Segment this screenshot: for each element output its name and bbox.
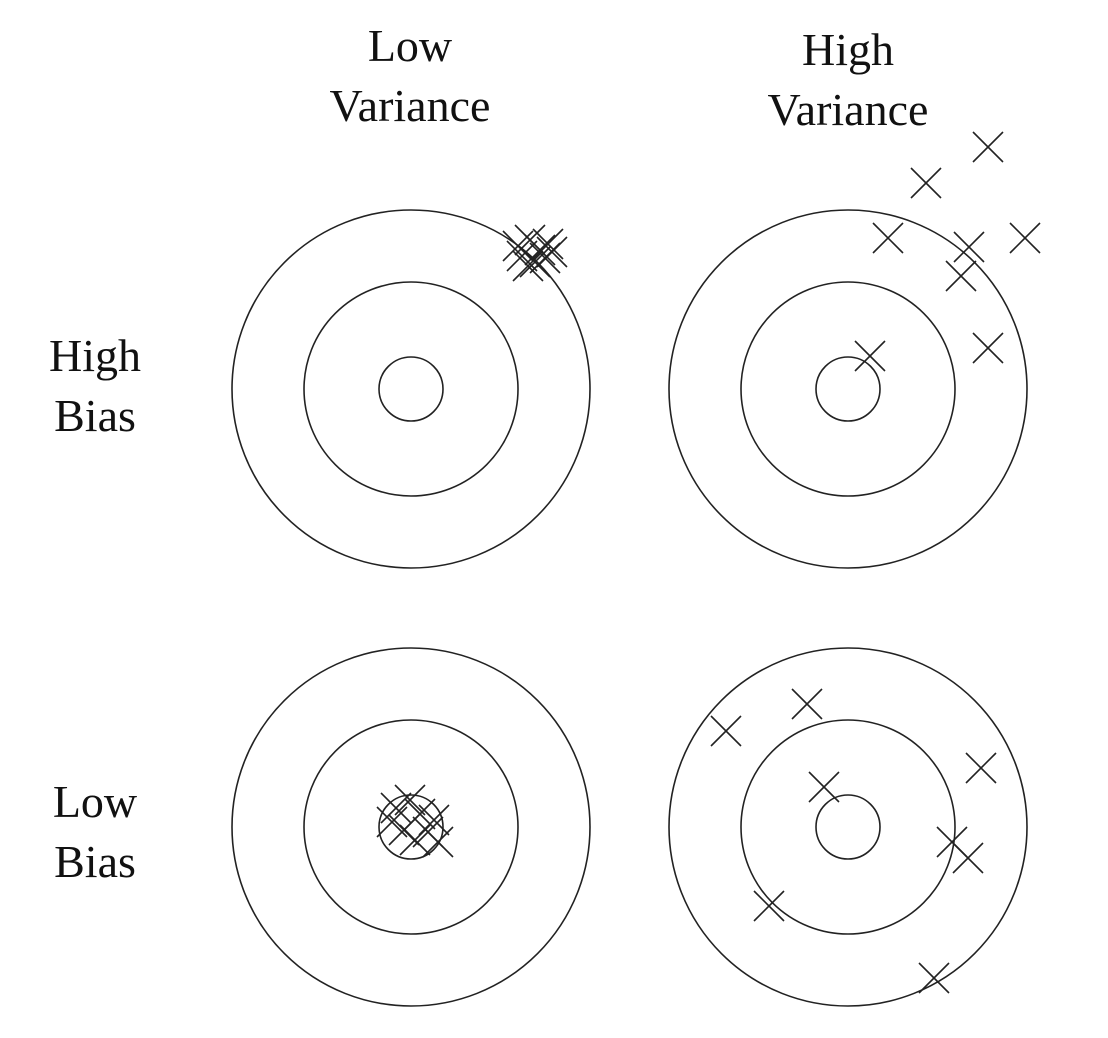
column-header-low-variance-line1: Low — [367, 20, 453, 71]
column-header-low-variance: Low Variance — [300, 16, 520, 136]
outer-ring — [668, 647, 1028, 1007]
cross-mark-icon — [953, 231, 985, 263]
row-header-low-bias-line2: Bias — [54, 836, 136, 887]
cross-mark-icon — [753, 890, 785, 922]
row-header-low-bias: Low Bias — [10, 772, 180, 892]
column-header-high-variance-line1: High — [802, 24, 894, 75]
cross-mark-icon — [422, 826, 454, 858]
middle-ring — [303, 719, 519, 935]
bullseye — [815, 356, 881, 422]
target-high-variance-low-bias — [668, 647, 1028, 1007]
cross-mark-icon — [910, 167, 942, 199]
cross-mark-icon — [972, 332, 1004, 364]
cross-mark-icon — [380, 792, 412, 824]
cross-mark-icon — [418, 804, 450, 836]
row-header-high-bias: High Bias — [10, 326, 180, 446]
cross-mark-icon — [965, 752, 997, 784]
cross-mark-icon — [532, 228, 564, 260]
bullseye — [815, 794, 881, 860]
row-header-high-bias-line2: Bias — [54, 390, 136, 441]
column-header-high-variance-line2: Variance — [767, 84, 929, 135]
cross-mark-icon — [808, 771, 840, 803]
cross-mark-icon — [394, 784, 426, 816]
cross-mark-icon — [524, 234, 556, 266]
cross-mark-icon — [376, 806, 408, 838]
cross-mark-icon — [918, 962, 950, 994]
cross-mark-icon — [945, 260, 977, 292]
bullseye — [378, 794, 444, 860]
cross-mark-icon — [710, 715, 742, 747]
cross-mark-icon — [502, 230, 534, 262]
cross-mark-icon — [512, 250, 544, 282]
cross-mark-icon — [536, 236, 568, 268]
cross-mark-icon — [854, 340, 886, 372]
target-low-variance-low-bias — [231, 647, 591, 1007]
cross-mark-icon — [952, 842, 984, 874]
row-header-high-bias-line1: High — [49, 330, 141, 381]
middle-ring — [740, 281, 956, 497]
target-high-variance-high-bias — [668, 209, 1028, 569]
middle-ring — [303, 281, 519, 497]
cross-mark-icon — [972, 131, 1004, 163]
column-header-high-variance: High Variance — [738, 20, 958, 140]
middle-ring — [740, 719, 956, 935]
column-header-low-variance-line2: Variance — [329, 80, 491, 131]
outer-ring — [668, 209, 1028, 569]
cross-mark-icon — [872, 222, 904, 254]
target-low-variance-high-bias — [231, 209, 591, 569]
bullseye — [378, 356, 444, 422]
outer-ring — [231, 209, 591, 569]
cross-mark-icon — [1009, 222, 1041, 254]
row-header-low-bias-line1: Low — [52, 776, 138, 827]
cross-mark-icon — [791, 688, 823, 720]
outer-ring — [231, 647, 591, 1007]
